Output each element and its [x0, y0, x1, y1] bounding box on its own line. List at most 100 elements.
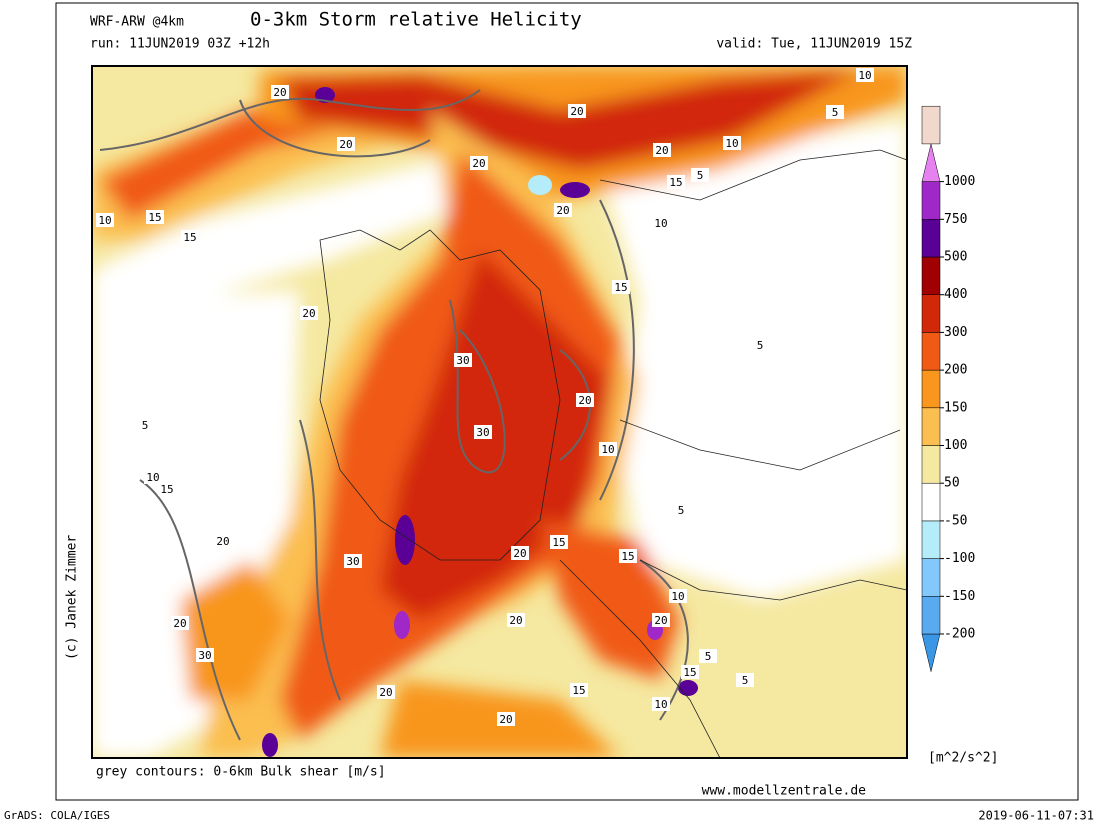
contour-label-box: [826, 105, 844, 119]
contour-label-box: [511, 546, 529, 560]
map-border: [91, 65, 908, 759]
contour-label-box: [214, 534, 232, 548]
contour-label-box: [599, 442, 617, 456]
run: run: 11JUN2019 03Z +12h: [90, 37, 270, 52]
colorbar-label: 400: [944, 287, 967, 302]
contour-label: 30: [198, 649, 211, 662]
contour-label-box: [377, 685, 395, 699]
contour-label-box: [612, 280, 630, 294]
color-bin: [921, 143, 941, 182]
contour-label: 5: [678, 504, 685, 517]
colorbar-label: -150: [944, 589, 975, 604]
contour-label: 15: [148, 211, 161, 224]
contour-label-box: [554, 203, 572, 217]
color-bin: [921, 369, 941, 409]
contour-label: 15: [614, 281, 627, 294]
colorbar-label: 200: [944, 363, 967, 378]
contour-label-box: [751, 338, 769, 352]
contour-label-box: [667, 175, 685, 189]
contour-label: 10: [725, 137, 738, 150]
colorbar-label: 50: [944, 476, 960, 491]
contour-label: 20: [556, 204, 569, 217]
contour-label-box: [507, 613, 525, 627]
contour-label-box: [144, 470, 162, 484]
map: [92, 66, 907, 758]
contour-label: 20: [499, 713, 512, 726]
model: WRF-ARW @4km: [90, 15, 184, 30]
contour-label: 15: [669, 176, 682, 189]
timestamp: 2019-06-11-07:31: [978, 809, 1094, 823]
contour-label: 20: [472, 157, 485, 170]
contour-label: 20: [513, 547, 526, 560]
contour-label-box: [669, 589, 687, 603]
color-bin: [921, 520, 941, 559]
contour-label-box: [181, 230, 199, 244]
contour-label: 20: [654, 614, 667, 627]
color-bin: [921, 294, 941, 333]
contour-label: 5: [742, 674, 749, 687]
contour-label-box: [550, 535, 568, 549]
credit: (c) Janek Zimmer: [65, 535, 80, 660]
contour-label: 20: [273, 86, 286, 99]
contour-label: 15: [160, 483, 173, 496]
colorbar-label: 150: [944, 400, 967, 415]
color-bin: [921, 105, 941, 145]
color-bin: [921, 482, 941, 522]
contour-label-box: [337, 137, 355, 151]
contour-label-box: [344, 554, 362, 568]
color-bin: [921, 332, 941, 371]
contour-label-box: [271, 85, 289, 99]
contour-label-box: [568, 104, 586, 118]
contour-label-box: [497, 712, 515, 726]
color-bin: [921, 558, 941, 597]
contour-note: grey contours: 0-6km Bulk shear [m/s]: [96, 765, 386, 780]
colorbar-label: 100: [944, 438, 967, 453]
contour-label-box: [474, 425, 492, 439]
contour-label-box: [856, 68, 874, 82]
contour-label: 20: [379, 686, 392, 699]
contour-label: 5: [832, 106, 839, 119]
colorbar-label: -50: [944, 513, 967, 528]
color-bin: [921, 256, 941, 295]
contour-label: 10: [654, 217, 667, 230]
colorbar-label: 750: [944, 212, 967, 227]
contour-label: 5: [705, 650, 712, 663]
contour-label: 30: [476, 426, 489, 439]
colorbar-label: 500: [944, 250, 967, 265]
contour-label-box: [652, 697, 670, 711]
contour-label: 10: [858, 69, 871, 82]
contour-label: 10: [98, 214, 111, 227]
contour-label: 15: [552, 536, 565, 549]
contour-label-box: [470, 156, 488, 170]
contour-label: 20: [509, 614, 522, 627]
contour-label-box: [454, 353, 472, 367]
color-bin: [921, 181, 941, 220]
contour-label-box: [736, 673, 754, 687]
color-bin: [921, 445, 941, 484]
unit: [m^2/s^2]: [928, 751, 998, 766]
colorbar-label: -100: [944, 551, 975, 566]
contour-label: 20: [655, 144, 668, 157]
contour-label-box: [196, 648, 214, 662]
contour-label: 10: [146, 471, 159, 484]
contour-label: 20: [216, 535, 229, 548]
website: www.modellzentrale.de: [702, 784, 867, 799]
title: 0-3km Storm relative Helicity: [250, 9, 582, 31]
contour-label-box: [691, 168, 709, 182]
colorbar-label: -200: [944, 627, 975, 642]
contour-label: 20: [302, 307, 315, 320]
contour-label-box: [96, 213, 114, 227]
contour-label: 15: [572, 684, 585, 697]
contour-label-box: [158, 482, 176, 496]
contour-label-box: [652, 216, 670, 230]
contour-label: 15: [621, 550, 634, 563]
color-bin: [921, 407, 941, 446]
contour-label-box: [672, 503, 690, 517]
contour-label: 10: [671, 590, 684, 603]
contour-label-box: [652, 613, 670, 627]
contour-label: 20: [339, 138, 352, 151]
contour-label-box: [136, 418, 154, 432]
contour-label-box: [576, 393, 594, 407]
contour-label: 5: [697, 169, 704, 182]
